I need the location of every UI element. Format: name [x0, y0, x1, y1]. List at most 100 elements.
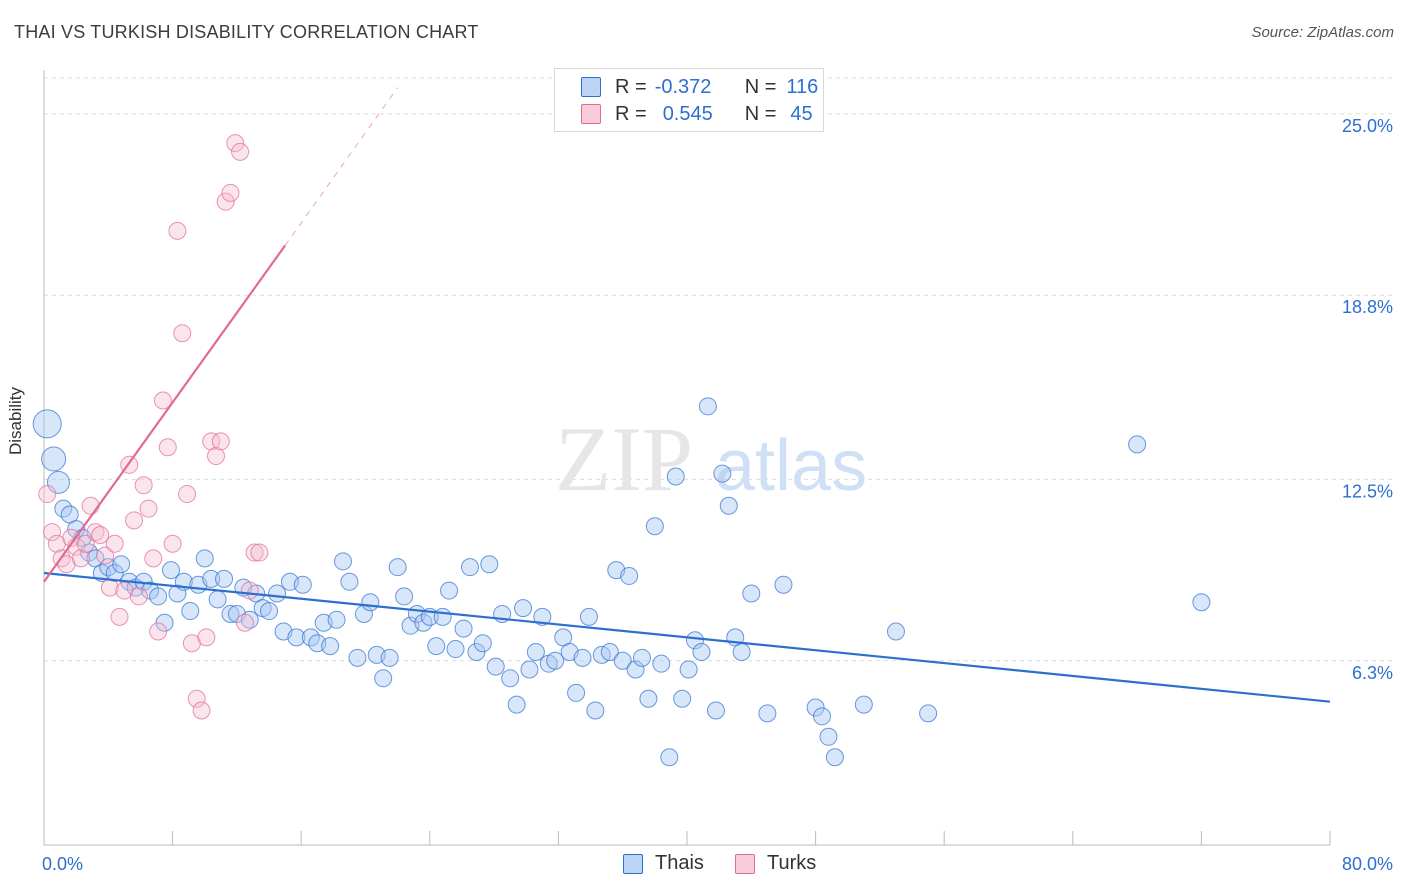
- thais-point: [149, 587, 168, 606]
- thais-point: [546, 651, 565, 670]
- turks-point: [240, 581, 259, 600]
- turks-point: [226, 134, 245, 153]
- thais-point: [600, 642, 619, 661]
- bottom-legend-thais: Thais: [623, 852, 704, 875]
- r-value: 0.545: [662, 102, 713, 125]
- thais-point: [567, 683, 586, 702]
- thais-point: [613, 651, 632, 670]
- watermark-atlas: atlas: [715, 426, 867, 506]
- turks-point: [245, 543, 264, 562]
- thais-point: [460, 558, 479, 577]
- turks-point: [202, 432, 221, 451]
- data-points: [32, 134, 1211, 767]
- r-value: -0.372: [654, 75, 712, 98]
- turks-point: [91, 526, 110, 544]
- turks-point: [86, 523, 105, 542]
- thais-point: [620, 566, 639, 585]
- thais-point: [825, 748, 844, 767]
- turks-point: [173, 324, 192, 343]
- turks-trend-line: [43, 244, 287, 583]
- thais-point: [686, 631, 705, 650]
- watermark: ZIP atlas: [555, 408, 867, 510]
- correlation-legend: R = -0.372 N = 116 R = 0.545 N = 45: [554, 68, 824, 132]
- legend-row-turks: R = 0.545 N = 45: [581, 102, 813, 126]
- turks-point: [187, 689, 206, 708]
- turks-point: [81, 496, 100, 515]
- trend-lines: [43, 87, 1331, 703]
- thais-point: [774, 575, 793, 594]
- thais-point: [473, 634, 492, 653]
- thais-point: [501, 669, 520, 688]
- thais-point: [287, 628, 306, 647]
- thais-point: [240, 610, 259, 629]
- thais-point: [32, 409, 62, 439]
- turks-point: [178, 485, 197, 504]
- thais-point: [854, 695, 873, 714]
- thais-point: [161, 561, 180, 580]
- thais-point: [713, 464, 732, 483]
- n-value: 45: [790, 102, 813, 125]
- thais-point: [427, 637, 446, 656]
- thais-point: [632, 648, 651, 667]
- thais-point: [819, 727, 838, 746]
- thais-point: [195, 549, 214, 568]
- pink-swatch-icon: [581, 104, 601, 124]
- turks-point: [211, 432, 230, 451]
- turks-point: [231, 142, 250, 161]
- turks-point: [76, 534, 95, 553]
- turks-point: [96, 546, 115, 565]
- thais-point: [293, 575, 312, 594]
- bottom-legend-turks: Turks: [735, 852, 816, 875]
- thais-point: [526, 642, 545, 661]
- thais-point: [1128, 435, 1147, 454]
- thais-point: [467, 642, 486, 661]
- thais-point: [732, 642, 751, 661]
- thais-point: [168, 584, 187, 603]
- n-label: N =: [744, 102, 777, 125]
- thais-point: [260, 602, 279, 621]
- turks-point: [168, 221, 187, 240]
- turks-point: [235, 613, 254, 632]
- thais-point: [507, 695, 526, 714]
- legend-label-turks: Turks: [767, 852, 817, 874]
- y-tick-label: 6.3%: [1352, 663, 1393, 683]
- thais-point: [573, 648, 592, 667]
- y-tick-label: 25.0%: [1342, 116, 1393, 136]
- thais-point: [374, 669, 393, 688]
- turks-point: [71, 549, 90, 568]
- thais-point: [480, 555, 499, 574]
- thais-point: [886, 622, 905, 641]
- grid-lines: [44, 77, 1395, 662]
- source-label: Source: ZipAtlas.com: [1251, 24, 1394, 41]
- turks-point: [207, 447, 226, 466]
- thais-point: [440, 581, 459, 600]
- turks-point: [221, 183, 240, 202]
- y-tick-label: 12.5%: [1342, 481, 1393, 501]
- turks-point: [153, 391, 172, 410]
- legend-row-thais: R = -0.372 N = 116: [581, 75, 818, 99]
- legend-label-thais: Thais: [655, 852, 704, 874]
- thais-point: [446, 640, 465, 659]
- x-tick-label-max: 80.0%: [1342, 854, 1393, 874]
- turks-point: [197, 628, 216, 647]
- thais-point: [333, 552, 352, 571]
- turks-point: [144, 549, 163, 568]
- thais-point: [221, 604, 240, 623]
- turks-point: [125, 511, 144, 530]
- x-tick-label-min: 0.0%: [42, 854, 83, 874]
- thais-point: [181, 602, 200, 621]
- turks-point: [38, 485, 57, 504]
- axes: [43, 70, 1331, 846]
- thais-point: [486, 657, 505, 676]
- turks-point: [149, 622, 168, 641]
- thais-point: [742, 584, 761, 603]
- thais-point: [719, 496, 738, 515]
- tick-labels: 6.3% 12.5% 18.8% 25.0% 0.0% 80.0%: [42, 116, 1393, 874]
- thais-point: [706, 701, 725, 720]
- thais-point: [806, 698, 825, 717]
- n-label: N =: [744, 75, 777, 98]
- turks-point: [134, 476, 153, 495]
- turks-point: [43, 523, 62, 542]
- thais-point: [666, 467, 685, 486]
- turks-point: [163, 534, 182, 553]
